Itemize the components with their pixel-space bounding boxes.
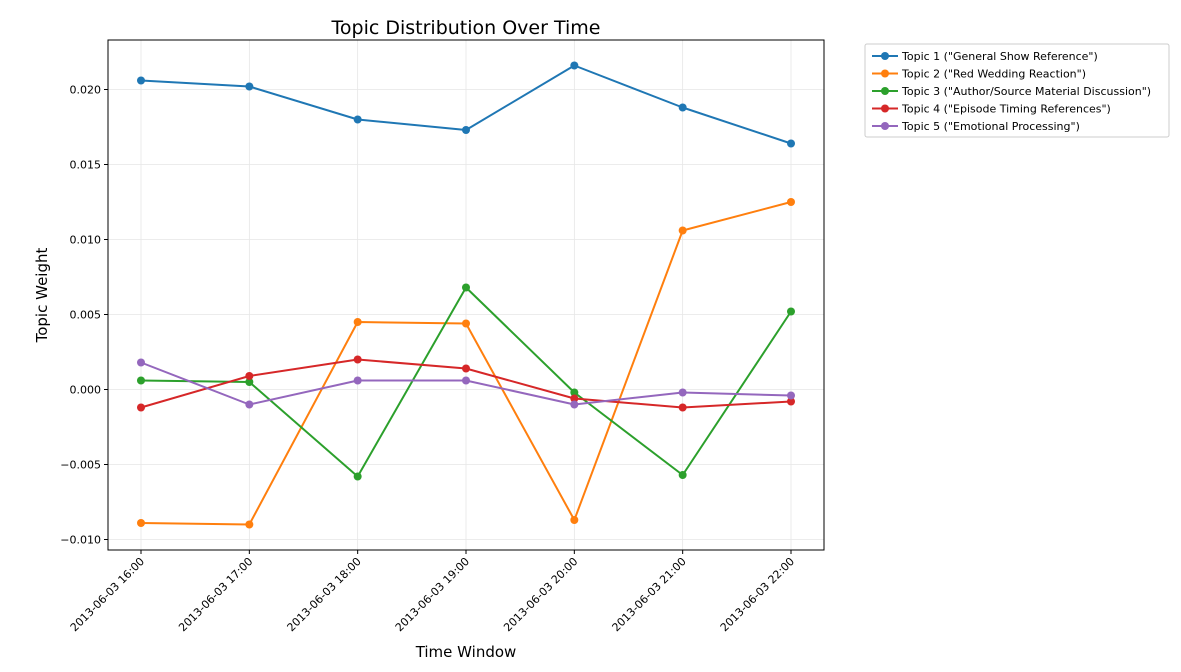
y-tick-label: 0.005 bbox=[70, 309, 102, 322]
data-point bbox=[570, 400, 579, 409]
data-point bbox=[245, 400, 254, 409]
legend-swatch-marker bbox=[881, 87, 889, 95]
x-tick-label: 2013-06-03 18:00 bbox=[285, 555, 364, 634]
x-tick-label: 2013-06-03 17:00 bbox=[176, 555, 255, 634]
data-point bbox=[245, 378, 254, 386]
legend-entry-label: Topic 4 ("Episode Timing References") bbox=[901, 103, 1111, 116]
data-point bbox=[787, 198, 795, 206]
legend-frame bbox=[864, 43, 1170, 138]
data-point bbox=[787, 397, 795, 406]
data-point bbox=[353, 115, 362, 124]
data-point bbox=[353, 355, 362, 364]
x-tick-label: 2013-06-03 19:00 bbox=[393, 555, 472, 634]
data-point bbox=[137, 358, 145, 367]
legend: Topic 1 ("General Show Reference") Topic … bbox=[864, 43, 1170, 138]
legend-swatch-marker bbox=[881, 52, 889, 60]
series-2 bbox=[137, 198, 795, 529]
x-axis-label: Time Window bbox=[415, 643, 517, 661]
x-tick-label: 2013-06-03 16:00 bbox=[68, 555, 147, 634]
data-point bbox=[462, 319, 470, 328]
legend-swatch-marker bbox=[881, 69, 889, 78]
y-tick-label: −0.010 bbox=[60, 534, 101, 547]
legend-entry-label: Topic 5 ("Emotional Processing") bbox=[901, 120, 1080, 133]
data-point bbox=[678, 471, 687, 479]
data-point bbox=[353, 318, 362, 326]
data-point bbox=[245, 520, 254, 529]
y-tick-label: 0.020 bbox=[70, 84, 102, 97]
data-point bbox=[570, 516, 579, 524]
x-tick-label: 2013-06-03 22:00 bbox=[718, 555, 797, 634]
data-point bbox=[570, 388, 579, 397]
data-point bbox=[787, 139, 795, 148]
data-point bbox=[353, 472, 362, 481]
series-3 bbox=[137, 283, 795, 481]
data-point bbox=[678, 103, 687, 112]
y-axis-label: Topic Weight bbox=[33, 248, 51, 344]
data-point bbox=[137, 76, 145, 85]
data-point bbox=[678, 388, 687, 397]
y-axis: −0.010 −0.005 0.000 0.005 0.010 0.015 0.020 bbox=[60, 84, 108, 547]
y-tick-label: 0.015 bbox=[70, 159, 102, 172]
data-point bbox=[353, 376, 362, 385]
data-point bbox=[570, 394, 579, 403]
series-5 bbox=[137, 358, 795, 409]
data-point bbox=[678, 226, 687, 235]
legend-swatch-marker bbox=[881, 122, 889, 130]
series-layer bbox=[137, 61, 795, 529]
y-tick-label: 0.010 bbox=[70, 234, 102, 247]
y-tick-label: −0.005 bbox=[60, 459, 101, 472]
legend-entry-label: Topic 3 ("Author/Source Material Discuss… bbox=[901, 85, 1151, 98]
data-point bbox=[570, 61, 579, 70]
series-4 bbox=[137, 355, 795, 412]
data-point bbox=[137, 403, 145, 412]
data-point bbox=[462, 283, 470, 292]
legend-entry-label: Topic 2 ("Red Wedding Reaction") bbox=[901, 68, 1086, 81]
data-point bbox=[462, 126, 470, 134]
data-point bbox=[787, 391, 795, 400]
legend-entry-label: Topic 1 ("General Show Reference") bbox=[901, 50, 1098, 63]
data-point bbox=[245, 372, 254, 380]
data-point bbox=[245, 82, 254, 91]
series-1 bbox=[137, 61, 795, 148]
y-tick-label: 0.000 bbox=[70, 384, 102, 397]
chart-title: Topic Distribution Over Time bbox=[331, 17, 601, 39]
grid-lines bbox=[108, 40, 824, 550]
x-axis: 2013-06-03 16:00 2013-06-03 17:00 2013-06-… bbox=[68, 550, 797, 634]
data-point bbox=[787, 307, 795, 316]
x-tick-label: 2013-06-03 21:00 bbox=[610, 555, 689, 634]
data-point bbox=[137, 376, 145, 385]
data-point bbox=[678, 403, 687, 412]
data-point bbox=[462, 364, 470, 373]
data-point bbox=[462, 376, 470, 385]
legend-swatch-marker bbox=[881, 104, 889, 113]
data-point bbox=[137, 519, 145, 527]
x-tick-label: 2013-06-03 20:00 bbox=[501, 555, 580, 634]
